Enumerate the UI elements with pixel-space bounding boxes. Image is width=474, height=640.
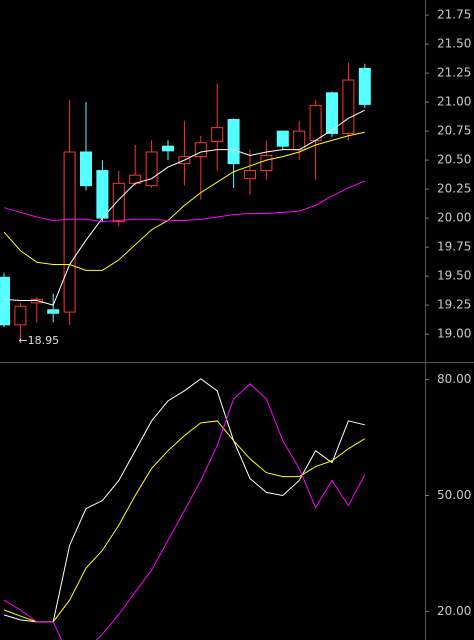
candle-body bbox=[326, 92, 338, 134]
candle-body bbox=[14, 305, 27, 326]
candle-body bbox=[211, 127, 224, 143]
y-tick-label: 80.00 bbox=[437, 372, 471, 386]
y-tick-label: 21.00 bbox=[437, 95, 471, 109]
y-tick-label: 20.25 bbox=[437, 182, 471, 196]
axis-labels: 21.75 21.50 21.25 21.00 20.75 20.50 20.25 20.00… bbox=[425, 8, 471, 618]
candle-body bbox=[260, 154, 273, 172]
candle-body bbox=[96, 170, 109, 219]
candle-body bbox=[162, 145, 174, 152]
series-line bbox=[3, 109, 366, 306]
candle-body bbox=[145, 151, 158, 187]
y-tick-label: 19.50 bbox=[437, 269, 471, 283]
candle-body bbox=[227, 119, 240, 165]
candle-body bbox=[194, 142, 207, 158]
y-tick-label: 21.25 bbox=[437, 66, 471, 80]
candle-body bbox=[244, 170, 256, 180]
y-tick-label: 20.75 bbox=[437, 124, 471, 138]
candle-body bbox=[358, 67, 371, 105]
price-panel: ←18.95 bbox=[0, 62, 371, 347]
candle-body bbox=[112, 182, 125, 223]
series-line bbox=[3, 378, 365, 623]
series-line bbox=[3, 180, 365, 223]
y-tick-label: 19.25 bbox=[437, 298, 471, 312]
indicator-panel bbox=[3, 378, 366, 640]
y-tick-label: 20.50 bbox=[437, 153, 471, 167]
candle-body bbox=[63, 151, 76, 313]
low-annotation: ←18.95 bbox=[18, 334, 59, 347]
y-tick-label: 20.00 bbox=[437, 211, 471, 225]
series-line bbox=[3, 383, 366, 640]
y-tick-label: 19.00 bbox=[437, 327, 471, 341]
candle-body bbox=[47, 309, 60, 314]
candle-body bbox=[293, 130, 306, 151]
candle-body bbox=[80, 151, 92, 187]
series-line bbox=[3, 131, 365, 271]
y-tick-label: 21.50 bbox=[437, 37, 471, 51]
y-tick-label: 19.75 bbox=[437, 240, 471, 254]
y-tick-label: 21.75 bbox=[437, 8, 471, 22]
candle-body bbox=[0, 276, 10, 326]
series-line bbox=[3, 420, 366, 623]
candle-body bbox=[178, 156, 191, 165]
y-tick-label: 50.00 bbox=[437, 488, 471, 502]
candle-body bbox=[30, 298, 43, 304]
candle-body bbox=[276, 130, 289, 147]
candle-body bbox=[342, 79, 355, 134]
candle-body bbox=[309, 105, 322, 141]
y-tick-label: 20.00 bbox=[437, 604, 471, 618]
